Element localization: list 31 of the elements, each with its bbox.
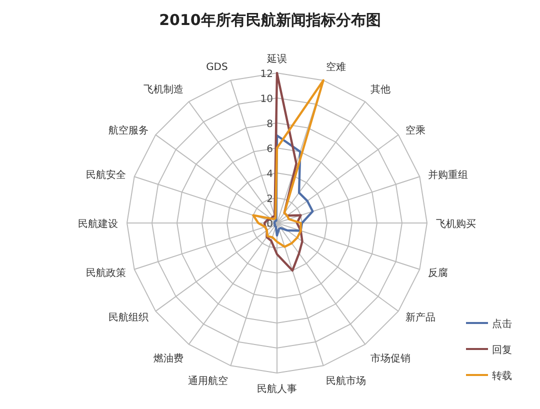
- spoke-label: 延误: [266, 53, 287, 65]
- y-tick-label: 4: [266, 169, 273, 180]
- spoke-label: 反腐: [428, 267, 448, 280]
- spoke-label: 市场促销: [370, 352, 410, 365]
- chart-title: 2010年所有民航新闻指标分布图: [159, 11, 381, 29]
- spoke-label: 民航安全: [86, 168, 126, 181]
- legend-label: 回复: [492, 344, 512, 356]
- spoke-label: 民航人事: [257, 383, 297, 395]
- spoke-label: 其他: [370, 83, 390, 96]
- spoke-label: 民航市场: [326, 375, 366, 388]
- y-tick-label: 0: [266, 219, 273, 230]
- spoke-label: 航空服务: [108, 124, 148, 137]
- spoke-label: 飞机制造: [144, 83, 184, 96]
- spoke-label: 民航建设: [78, 218, 118, 230]
- spoke-label: 民航政策: [86, 267, 126, 280]
- spoke-label: 燃油费: [154, 352, 184, 365]
- spoke-label: 民航组织: [108, 311, 148, 324]
- y-tick-label: 10: [260, 94, 273, 105]
- legend-label: 转载: [492, 370, 512, 382]
- y-tick-label: 12: [260, 69, 273, 80]
- y-tick-label: 6: [266, 144, 273, 155]
- spoke-label: GDS: [206, 62, 228, 73]
- spoke-label: 飞机购买: [436, 218, 476, 230]
- legend-label: 点击: [492, 318, 512, 330]
- spoke-label: 通用航空: [188, 375, 228, 388]
- spoke-label: 新产品: [406, 311, 436, 324]
- spoke-label: 空难: [326, 60, 346, 73]
- spoke-label: 并购重组: [428, 168, 468, 181]
- spoke-label: 空乘: [406, 124, 426, 137]
- y-tick-label: 8: [266, 119, 273, 130]
- y-tick-label: 2: [266, 194, 273, 205]
